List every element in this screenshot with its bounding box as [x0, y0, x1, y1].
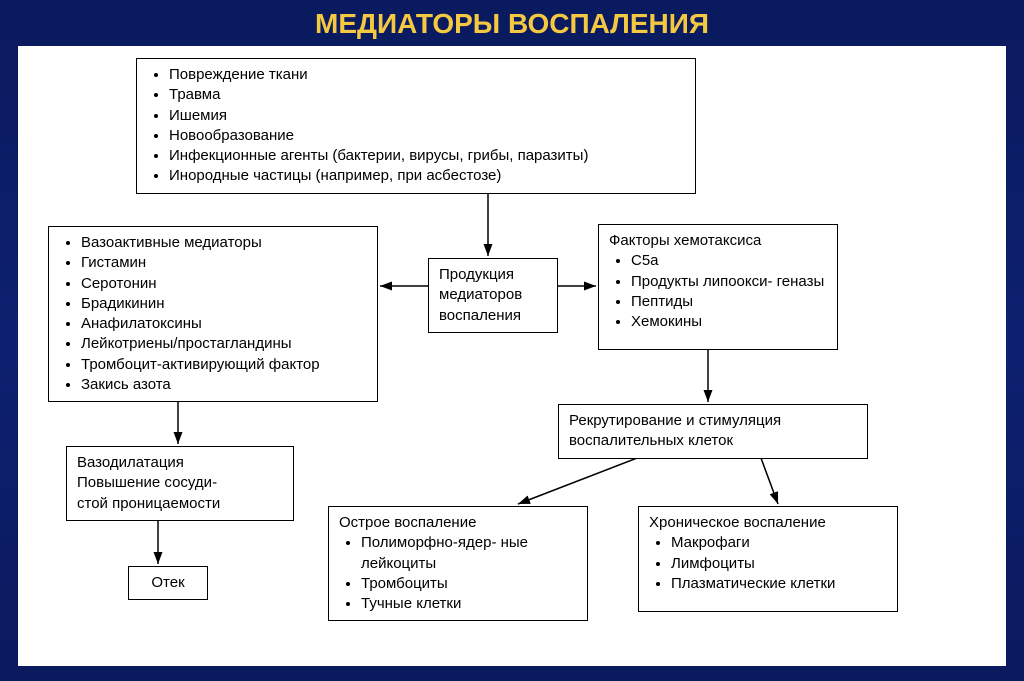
vasoactive-item: Анафилатоксины — [81, 314, 367, 334]
vasoactive-mediators-box: Вазоактивные медиаторыГистаминСеротонинБ… — [48, 226, 378, 402]
acute-item: Тучные клетки — [361, 594, 577, 614]
diagram-canvas: Повреждение тканиТравмаИшемияНовообразов… — [18, 46, 1006, 666]
vasodilation-box: ВазодилатацияПовышение сосуди-стой прони… — [66, 446, 294, 521]
causes-item: Инфекционные агенты (бактерии, вирусы, г… — [169, 146, 685, 166]
edema-label: Отек — [151, 574, 184, 591]
recruitment-line: воспалительных клеток — [569, 431, 857, 451]
causes-item: Травма — [169, 85, 685, 105]
recruitment-box: Рекрутирование и стимуляциявоспалительны… — [558, 404, 868, 459]
causes-item: Ишемия — [169, 106, 685, 126]
vasoactive-item: Вазоактивные медиаторы — [81, 233, 367, 253]
vasoactive-item: Закись азота — [81, 375, 367, 395]
causes-item: Новообразование — [169, 126, 685, 146]
vasoactive-item: Лейкотриены/простагландины — [81, 334, 367, 354]
chronic-item: Плазматические клетки — [671, 574, 887, 594]
chemotaxis-factors-box: Факторы хемотаксиса C5aПродукты липоокси… — [598, 224, 838, 350]
vasoactive-item: Гистамин — [81, 253, 367, 273]
acute-item: Тромбоциты — [361, 574, 577, 594]
acute-title: Острое воспаление — [339, 513, 577, 533]
chronic-item: Макрофаги — [671, 533, 887, 553]
causes-item: Инородные частицы (например, при асбесто… — [169, 166, 685, 186]
chronic-title: Хроническое воспаление — [649, 513, 887, 533]
acute-inflammation-box: Острое воспаление Полиморфно-ядер- ные л… — [328, 506, 588, 621]
causes-box: Повреждение тканиТравмаИшемияНовообразов… — [136, 58, 696, 194]
production-line: воспаления — [439, 306, 547, 326]
production-line: медиаторов — [439, 285, 547, 305]
chemotaxis-item: Продукты липоокси- геназы — [631, 272, 827, 292]
production-line: Продукция — [439, 265, 547, 285]
vasodilation-line: стой проницаемости — [77, 494, 283, 514]
causes-item: Повреждение ткани — [169, 65, 685, 85]
chemotaxis-title: Факторы хемотаксиса — [609, 231, 827, 251]
vasoactive-item: Тромбоцит-активирующий фактор — [81, 355, 367, 375]
slide-title: МЕДИАТОРЫ ВОСПАЛЕНИЯ — [0, 0, 1024, 46]
vasodilation-line: Вазодилатация — [77, 453, 283, 473]
recruitment-line: Рекрутирование и стимуляция — [569, 411, 857, 431]
edema-box: Отек — [128, 566, 208, 600]
vasoactive-item: Брадикинин — [81, 294, 367, 314]
chemotaxis-item: C5a — [631, 251, 827, 271]
chemotaxis-item: Хемокины — [631, 312, 827, 332]
vasodilation-line: Повышение сосуди- — [77, 473, 283, 493]
vasoactive-item: Серотонин — [81, 274, 367, 294]
acute-item: Полиморфно-ядер- ные лейкоциты — [361, 533, 577, 574]
chemotaxis-item: Пептиды — [631, 292, 827, 312]
chronic-inflammation-box: Хроническое воспаление МакрофагиЛимфоцит… — [638, 506, 898, 612]
production-box: Продукциямедиатороввоспаления — [428, 258, 558, 333]
chronic-item: Лимфоциты — [671, 554, 887, 574]
